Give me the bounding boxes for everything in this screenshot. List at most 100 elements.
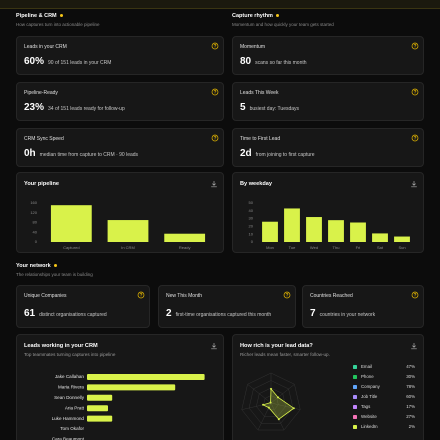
help-glyph — [139, 292, 143, 297]
help-icon[interactable] — [211, 134, 219, 142]
card-value: 0h — [24, 148, 36, 159]
x-tick-label: Sat — [377, 245, 384, 250]
legend-swatch — [353, 385, 357, 389]
x-tick-label: Captured — [63, 245, 79, 250]
card-detail: 90 of 151 leads in your CRM — [48, 60, 112, 66]
y-tick-label: Sean Donnelly — [54, 395, 85, 400]
y-tick-label: 160 — [30, 200, 37, 205]
download-button[interactable] — [410, 342, 418, 350]
card-value-row: 2d from joining to first capture — [240, 148, 315, 159]
legend-value: 78% — [406, 384, 415, 389]
card-value-row: 60% 90 of 151 leads in your CRM — [24, 56, 111, 67]
section-dot — [53, 264, 57, 268]
card-detail: median time from capture to CRM · 90 lea… — [39, 152, 139, 158]
card-value: 7 — [310, 308, 316, 319]
radar-ring — [248, 380, 294, 424]
download-button[interactable] — [410, 180, 418, 188]
y-tick-label: 40 — [249, 208, 254, 213]
help-ring — [411, 42, 419, 50]
stat-card: Pipeline-Ready 23% 34 of 151 leads ready f… — [16, 82, 224, 121]
y-tick-label: 0 — [251, 239, 254, 244]
y-tick-label: 30 — [249, 216, 254, 221]
radar-point — [267, 406, 270, 409]
help-ring — [411, 88, 419, 96]
legend-swatch — [353, 405, 357, 409]
radar-spoke — [270, 402, 285, 431]
section-title: Pipeline & CRM — [16, 13, 63, 19]
legend-label: LinkedIn — [361, 424, 378, 429]
card-detail: busiest day: Tuesdays — [249, 106, 300, 112]
help-icon[interactable] — [411, 42, 419, 50]
card-value-row: 80 scans so far this month — [240, 56, 307, 67]
stat-card: Countries Reached 7 countries in your netw… — [302, 285, 424, 328]
download-button[interactable] — [210, 180, 218, 188]
help-icon[interactable] — [211, 88, 219, 96]
y-tick-label: Tom Okafor — [60, 426, 84, 431]
stat-card: Leads This Week 5 busiest day: Tuesdays — [232, 82, 424, 121]
legend-swatch — [353, 375, 357, 379]
help-ring — [211, 42, 219, 50]
section-title: Your network — [16, 263, 57, 269]
bar — [164, 233, 206, 242]
x-tick-label: Wed — [310, 245, 318, 250]
stat-card: CRM Sync Speed 0h median time from capture… — [16, 128, 224, 167]
stat-card: Time to First Lead 2d from joining to firs… — [232, 128, 424, 167]
radar-point — [262, 403, 265, 406]
section-title-text: Pipeline & CRM — [16, 13, 57, 19]
radar-point — [277, 418, 280, 421]
bar — [306, 217, 322, 242]
chart-canvas: Jake Callahan Maria Rivera Sean Donnelly Ar… — [52, 374, 205, 440]
bar — [107, 220, 149, 242]
card-value-row: 0h median time from capture to CRM · 90 l… — [24, 148, 138, 159]
section-title-text: Your network — [16, 263, 51, 269]
help-icon[interactable] — [283, 291, 291, 299]
card-value: 80 — [240, 56, 252, 67]
section-dot — [59, 14, 63, 18]
y-tick-label: Cara Beaumont — [52, 437, 85, 440]
card-value-row: 61 distinct organisations captured — [24, 308, 107, 319]
section-title: Capture rhythm — [232, 13, 279, 19]
card-detail: scans so far this month — [255, 60, 307, 66]
legend-swatch — [353, 425, 357, 429]
stat-card: Unique Companies 61 distinct organisations… — [16, 285, 150, 328]
chart-title: By weekday — [240, 181, 273, 187]
legend-label: Phone — [361, 374, 374, 379]
bar — [87, 374, 205, 380]
download-button[interactable] — [210, 342, 218, 350]
help-glyph — [213, 43, 217, 48]
help-icon[interactable] — [411, 291, 419, 299]
radar-area — [262, 387, 295, 420]
download-glyph — [411, 181, 417, 188]
y-tick-label: 50 — [249, 200, 254, 205]
help-ring — [211, 134, 219, 142]
card-value-row: 5 busiest day: Tuesdays — [240, 102, 299, 113]
download-glyph — [411, 343, 417, 350]
card-title: Momentum — [240, 44, 266, 50]
legend-label: Company — [361, 384, 381, 389]
card-title: Unique Companies — [24, 293, 67, 299]
y-tick-label: 20 — [249, 223, 254, 228]
help-icon[interactable] — [211, 42, 219, 50]
card-detail: from joining to first capture — [255, 152, 315, 158]
chart-canvas: 0 10 20 30 40 50 Mon Tue Wed Thu Fri Sat Sun — [249, 200, 410, 250]
stat-card: New This Month 2 first-time organisations … — [158, 285, 296, 328]
chart-title: Your pipeline — [24, 181, 60, 187]
x-tick-label: Tue — [289, 245, 297, 250]
card-value-row: 7 countries in your network — [310, 308, 375, 319]
card-title: CRM Sync Speed — [24, 136, 64, 142]
help-glyph — [213, 89, 217, 94]
chart-card: By weekday 0 10 20 30 40 50 Mon Tue Wed Thu Fri Sat S… — [232, 172, 424, 253]
radar-ring — [256, 387, 286, 417]
card-value: 2d — [240, 148, 252, 159]
help-icon[interactable] — [411, 134, 419, 142]
x-tick-label: Ready — [179, 245, 191, 250]
help-icon[interactable] — [411, 88, 419, 96]
y-tick-label: 80 — [33, 220, 38, 225]
help-ring — [283, 291, 291, 299]
x-tick-label: Sun — [398, 245, 405, 250]
legend-value: 60% — [406, 394, 415, 399]
radar-point — [277, 396, 280, 399]
card-value: 60% — [24, 56, 45, 67]
help-icon[interactable] — [137, 291, 145, 299]
